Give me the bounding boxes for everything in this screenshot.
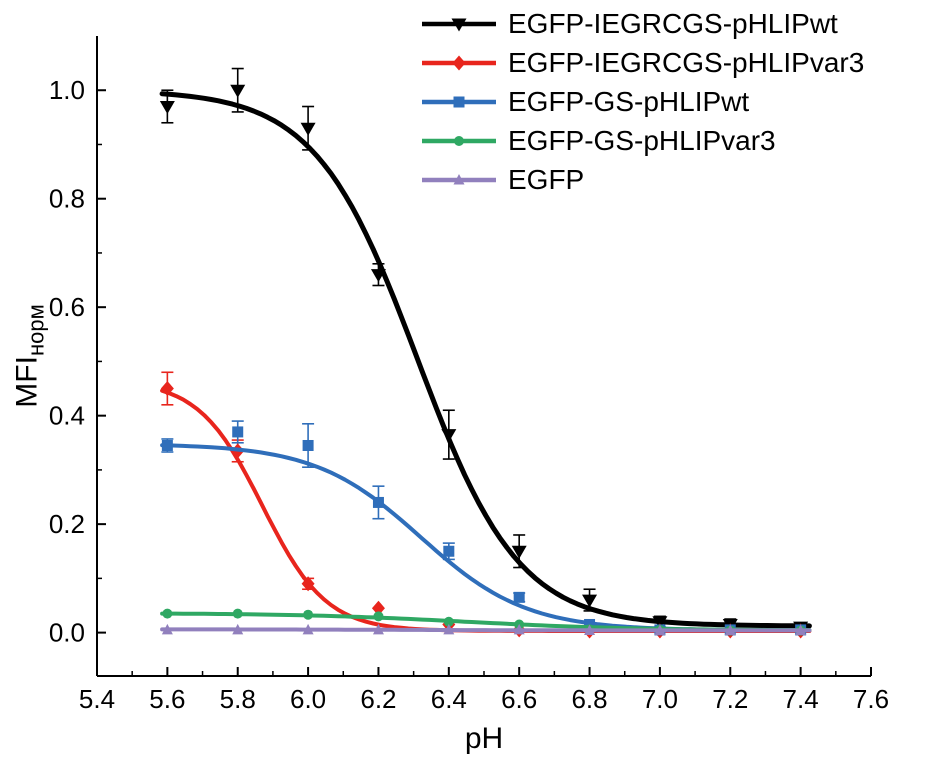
diamond-marker bbox=[160, 381, 174, 397]
legend: EGFP-IEGRCGS-pHLIPwt EGFP-IEGRCGS-pHLIPva… bbox=[421, 4, 864, 199]
legend-label: EGFP-IEGRCGS-pHLIPwt bbox=[508, 7, 838, 39]
triangle-down-marker bbox=[370, 269, 386, 283]
series-egfp-gs-phlipwt bbox=[160, 420, 812, 636]
triangle-up-marker bbox=[453, 173, 465, 184]
triangle-down-marker bbox=[582, 594, 598, 608]
legend-swatch bbox=[422, 96, 496, 107]
legend-swatch bbox=[422, 173, 496, 184]
diamond-marker bbox=[371, 600, 385, 616]
y-tick-label: 0.6 bbox=[49, 292, 85, 322]
triangle-up-marker bbox=[654, 624, 666, 635]
triangle-up-marker bbox=[724, 624, 736, 635]
y-axis-title: MFIнорм bbox=[11, 304, 50, 407]
legend-swatch bbox=[422, 55, 496, 70]
circle-marker bbox=[373, 611, 384, 622]
legend-label: EGFP-GS-pHLIPwt bbox=[508, 85, 750, 117]
diamond-marker bbox=[301, 576, 315, 592]
legend-label: EGFP-IEGRCGS-pHLIPvar3 bbox=[508, 46, 865, 78]
legend-item: EGFP-IEGRCGS-pHLIPwt bbox=[421, 4, 864, 43]
fit-curve bbox=[159, 91, 812, 629]
square-marker bbox=[513, 591, 525, 603]
fit-curve bbox=[160, 443, 812, 633]
x-tick-label: 7.4 bbox=[783, 684, 819, 714]
triangle-down-marker bbox=[230, 84, 246, 98]
fit-curve bbox=[160, 627, 812, 633]
triangle-down-marker bbox=[652, 616, 668, 630]
square-marker bbox=[372, 496, 384, 508]
square-marker bbox=[453, 96, 465, 107]
square-marker bbox=[161, 439, 173, 451]
triangle-up-marker bbox=[302, 623, 314, 635]
x-tick-label: 5.6 bbox=[149, 684, 185, 714]
legend-swatch bbox=[422, 18, 496, 31]
circle-marker bbox=[232, 608, 243, 619]
y-tick-label: 0.2 bbox=[49, 509, 85, 539]
x-axis-title: pH bbox=[464, 722, 504, 755]
triangle-up-marker bbox=[232, 623, 244, 635]
square-marker bbox=[443, 545, 455, 557]
y-axis-title-sub: норм bbox=[23, 304, 49, 357]
triangle-up-marker bbox=[584, 624, 596, 635]
square-marker bbox=[302, 439, 314, 451]
y-tick-label: 0.4 bbox=[49, 401, 85, 431]
legend-item: EGFP-GS-pHLIPvar3 bbox=[421, 121, 864, 160]
triangle-down-marker bbox=[159, 101, 175, 115]
x-tick-label: 5.4 bbox=[79, 684, 115, 714]
circle-marker bbox=[303, 609, 314, 620]
circle-marker bbox=[454, 135, 464, 146]
x-tick-label: 7.0 bbox=[642, 684, 678, 714]
legend-item: EGFP-IEGRCGS-pHLIPvar3 bbox=[421, 43, 864, 82]
x-tick-label: 6.2 bbox=[360, 684, 396, 714]
triangle-up-marker bbox=[513, 623, 525, 635]
x-tick-label: 6.6 bbox=[501, 684, 537, 714]
legend-item: EGFP bbox=[421, 160, 864, 199]
triangle-down-marker bbox=[511, 545, 527, 559]
x-tick-label: 6.8 bbox=[571, 684, 607, 714]
legend-label: EGFP bbox=[508, 163, 585, 195]
x-tick-label: 5.8 bbox=[220, 684, 256, 714]
legend-swatch bbox=[422, 135, 496, 146]
legend-item: EGFP-GS-pHLIPwt bbox=[421, 82, 864, 121]
circle-marker bbox=[443, 616, 454, 627]
circle-marker bbox=[162, 608, 173, 619]
series-egfp-iegrcgs-phlipvar3 bbox=[160, 371, 812, 639]
axes: 5.4 5.6 5.8 6.0 6.2 6.4 6.6 6.8 7.0 7.2 7.4 7.6 0.0 0… bbox=[49, 36, 889, 714]
triangle-down-marker bbox=[300, 122, 316, 136]
y-tick-label: 1.0 bbox=[49, 75, 85, 105]
triangle-up-marker bbox=[443, 623, 455, 635]
series-egfp-iegrcgs-phlipwt bbox=[159, 67, 812, 635]
series-egfp bbox=[160, 623, 812, 635]
y-tick-label: 0.8 bbox=[49, 184, 85, 214]
triangle-up-marker bbox=[161, 623, 173, 635]
triangle-down-marker bbox=[451, 18, 467, 31]
square-marker bbox=[232, 426, 244, 438]
y-tick-label: 0.0 bbox=[49, 618, 85, 648]
triangle-up-marker bbox=[372, 623, 384, 635]
triangle-up-marker bbox=[795, 624, 807, 635]
x-tick-label: 7.6 bbox=[853, 684, 889, 714]
y-axis-title-main: MFI bbox=[10, 356, 44, 408]
triangle-down-marker bbox=[441, 429, 457, 443]
diamond-marker bbox=[452, 55, 466, 70]
x-tick-label: 6.4 bbox=[431, 684, 467, 714]
x-tick-label: 6.0 bbox=[290, 684, 326, 714]
x-tick-label: 7.2 bbox=[712, 684, 748, 714]
legend-label: EGFP-GS-pHLIPvar3 bbox=[508, 124, 776, 156]
